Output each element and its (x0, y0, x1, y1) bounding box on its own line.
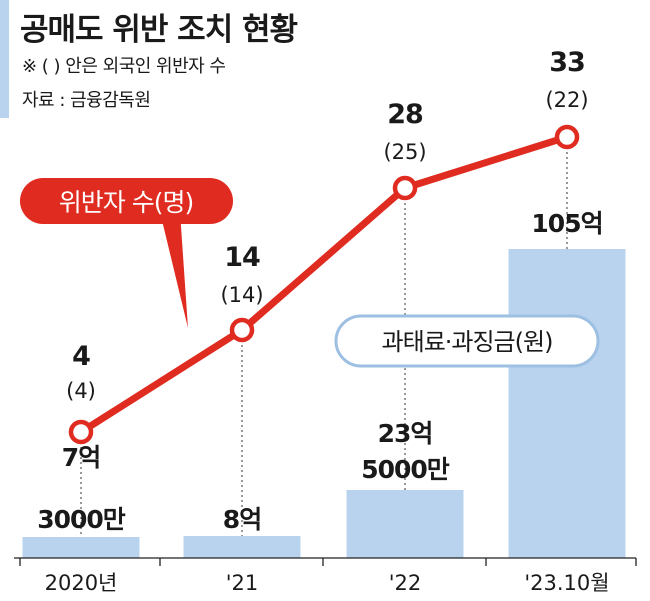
line-point-2 (392, 175, 418, 201)
line-callout-pill (20, 178, 233, 224)
bar-label-0-1: 3000만 (37, 505, 126, 534)
line-callout-pointer (140, 212, 188, 328)
x-tick-label-3: '23.10월 (524, 571, 609, 595)
line-value-1: 14 (224, 242, 260, 273)
source-note: 자료 : 금융감독원 (22, 90, 151, 111)
line-value-3: 33 (549, 47, 585, 78)
line-value-2: 28 (387, 99, 423, 130)
bar-1 (183, 536, 301, 558)
line-point-3 (554, 124, 580, 150)
line-foreign-value-2: (25) (383, 140, 426, 164)
line-point-0 (68, 419, 94, 445)
violators-line (79, 133, 569, 435)
bar-label-2-1: 5000만 (361, 455, 450, 484)
line-foreign-value-3: (22) (545, 88, 588, 112)
bar-3 (508, 249, 626, 558)
line-point-1 (229, 317, 255, 343)
line-foreign-value-1: (14) (220, 283, 263, 307)
bar-0 (22, 537, 140, 558)
x-tick-label-2: '22 (389, 571, 422, 595)
bar-2 (346, 490, 464, 558)
x-tick-label-1: '21 (226, 571, 259, 595)
line-foreign-value-0: (4) (66, 379, 96, 403)
bar-label-2-0: 23억 (378, 419, 433, 448)
bar-callout-label: 과태료·과징금(원) (382, 328, 553, 356)
chart-title: 공매도 위반 조치 현황 (20, 12, 298, 48)
x-tick-label-0: 2020년 (45, 571, 118, 595)
bar-label-1-0: 8억 (223, 505, 261, 534)
line-callout-label: 위반자 수(명) (59, 188, 193, 217)
bar-label-0-0: 7억 (62, 443, 100, 472)
title-accent-bar (0, 0, 9, 118)
foreign-note: ※ ( ) 안은 외국인 위반자 수 (22, 56, 226, 77)
bar-callout-pill (334, 314, 600, 368)
bar-label-3-0: 105억 (531, 209, 602, 238)
line-value-0: 4 (72, 341, 90, 372)
